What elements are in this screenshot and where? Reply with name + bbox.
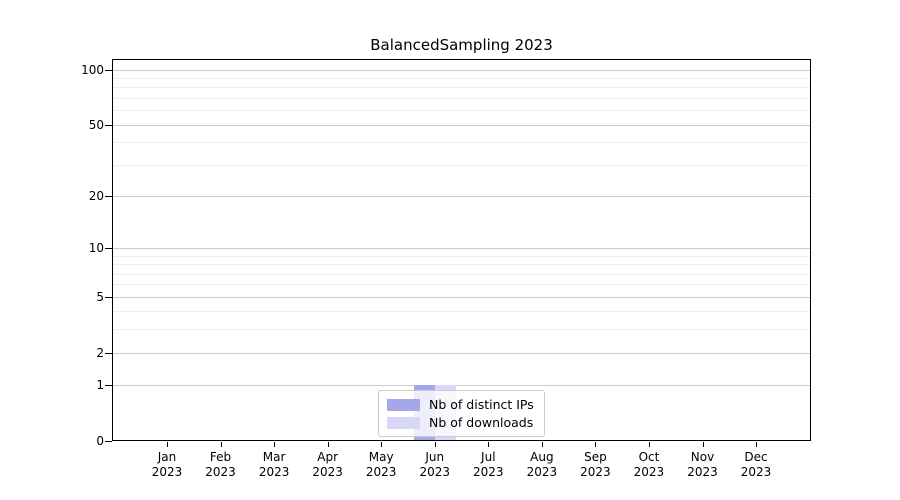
legend-swatch (387, 399, 420, 411)
x-tick (220, 442, 222, 447)
x-tick (167, 442, 168, 447)
y-tick (105, 385, 112, 387)
plot-area (112, 59, 811, 441)
x-tick-label: Jun 2023 (419, 450, 451, 479)
y-gridline-major (113, 69, 810, 71)
y-gridline-major (113, 248, 810, 250)
y-tick (105, 296, 112, 298)
y-tick-label: 20 (88, 188, 104, 203)
y-tick (105, 124, 112, 126)
y-gridline-minor (113, 264, 810, 266)
y-tick-label: 2 (96, 345, 104, 360)
x-tick (434, 442, 436, 447)
x-tick-label: Dec 2023 (740, 450, 772, 479)
y-tick (105, 248, 112, 250)
y-gridline-minor (113, 284, 810, 286)
y-tick (105, 69, 112, 71)
x-tick-label: Sep 2023 (580, 450, 611, 479)
x-tick (274, 442, 276, 447)
y-tick-label: 1 (96, 378, 104, 393)
x-tick (488, 442, 490, 447)
y-tick-label: 50 (88, 117, 104, 132)
y-gridline-minor (113, 255, 810, 257)
y-tick-label: 5 (96, 289, 104, 304)
legend-label: Nb of distinct IPs (429, 397, 534, 412)
x-tick-label: Apr 2023 (312, 450, 343, 479)
x-tick-label: Mar 2023 (258, 450, 290, 479)
y-gridline-minor (113, 164, 810, 166)
legend-item[interactable]: Nb of downloads (387, 415, 536, 431)
y-tick (105, 352, 112, 354)
x-tick-label: May 2023 (365, 450, 397, 479)
legend-item[interactable]: Nb of distinct IPs (387, 397, 536, 413)
y-gridline-major (113, 352, 810, 354)
y-gridline-minor (113, 311, 810, 313)
y-tick-label: 100 (81, 62, 104, 77)
x-tick (756, 442, 758, 447)
x-tick (541, 442, 543, 447)
x-tick-label: Nov 2023 (687, 450, 718, 479)
y-tick-label: 10 (88, 241, 104, 256)
y-gridline-major (113, 195, 810, 197)
y-gridline-minor (113, 110, 810, 112)
y-gridline-minor (113, 273, 810, 275)
x-tick-label: Jan 2023 (151, 450, 183, 479)
x-tick (595, 442, 597, 447)
x-tick-label: Oct 2023 (633, 450, 665, 479)
x-tick-label: Aug 2023 (526, 450, 558, 479)
y-gridline-major (113, 296, 810, 298)
legend-label: Nb of downloads (429, 415, 534, 430)
x-tick (327, 442, 329, 447)
y-gridline-major (113, 385, 810, 387)
y-gridline-minor (113, 77, 810, 79)
y-gridline-minor (113, 329, 810, 331)
y-tick (105, 441, 112, 442)
x-tick (381, 442, 383, 447)
y-tick (105, 195, 112, 197)
x-tick (702, 442, 704, 447)
y-gridline-major (113, 124, 810, 126)
x-tick-label: Jul 2023 (473, 450, 504, 479)
y-gridline-minor (113, 97, 810, 99)
x-tick-label: Feb 2023 (205, 450, 236, 479)
y-gridline-minor (113, 142, 810, 144)
y-gridline-minor (113, 87, 810, 89)
legend: Nb of distinct IPs Nb of downloads (378, 390, 545, 437)
chart-title: BalancedSampling 2023 (370, 36, 553, 54)
x-tick (648, 442, 650, 447)
y-tick-label: 0 (96, 434, 104, 448)
legend-swatch (387, 417, 420, 429)
